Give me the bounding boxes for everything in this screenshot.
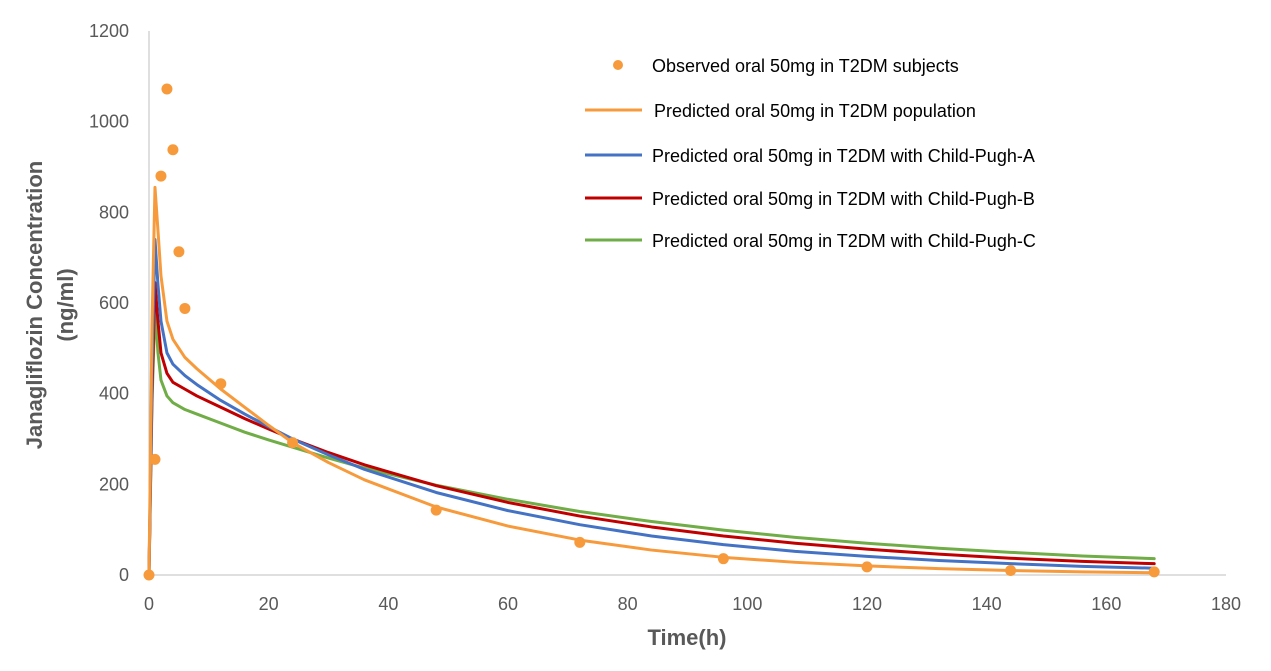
legend: Observed oral 50mg in T2DM subjects Pred… (585, 56, 1036, 251)
y-tick-label: 600 (99, 293, 129, 313)
x-axis-title: Time(h) (647, 625, 726, 650)
observed-point (1005, 564, 1017, 576)
observed-point (430, 504, 442, 516)
x-tick-label: 140 (972, 594, 1002, 614)
observed-point (287, 437, 299, 449)
x-tick-label: 80 (618, 594, 638, 614)
observed-point (179, 302, 191, 314)
y-tick-label: 800 (99, 202, 129, 222)
y-tick-label: 0 (119, 565, 129, 585)
x-tick-label: 180 (1211, 594, 1241, 614)
legend-label-population: Predicted oral 50mg in T2DM population (654, 101, 976, 121)
observed-point (149, 453, 161, 465)
x-tick-label: 40 (378, 594, 398, 614)
legend-label-observed: Observed oral 50mg in T2DM subjects (652, 56, 959, 76)
observed-point (717, 553, 729, 565)
x-tick-label: 160 (1091, 594, 1121, 614)
y-tick-label: 400 (99, 384, 129, 404)
y-axis-title-line1: Janagliflozin Concentration (22, 161, 47, 449)
observed-point (167, 144, 179, 156)
y-tick-label: 200 (99, 474, 129, 494)
y-tick-label: 1000 (89, 112, 129, 132)
observed-point (143, 569, 155, 581)
x-tick-label: 120 (852, 594, 882, 614)
y-axis-title: Janagliflozin Concentration (ng/ml) (22, 161, 78, 449)
x-tick-label: 100 (732, 594, 762, 614)
observed-point (155, 170, 167, 182)
series-line-child-pugh-a (147, 238, 1156, 577)
observed-point (215, 378, 227, 390)
x-tick-label: 60 (498, 594, 518, 614)
legend-label-child-pugh-b: Predicted oral 50mg in T2DM with Child-P… (652, 189, 1035, 209)
series-line-population (147, 185, 1156, 577)
observed-point (574, 536, 586, 548)
series-line-child-pugh-b (147, 281, 1156, 577)
y-tick-labels: 0 200 400 600 800 1000 1200 (89, 21, 129, 585)
observed-point (861, 561, 873, 573)
observed-point (173, 246, 185, 258)
x-tick-labels: 0 20 40 60 80 100 120 140 160 180 (144, 594, 1241, 614)
series-lines (147, 185, 1156, 577)
observed-points (143, 83, 1160, 581)
legend-marker-observed (613, 60, 623, 70)
observed-point (1148, 566, 1160, 578)
x-tick-label: 20 (259, 594, 279, 614)
y-tick-label: 1200 (89, 21, 129, 41)
legend-label-child-pugh-a: Predicted oral 50mg in T2DM with Child-P… (652, 146, 1035, 166)
y-axis-title-line2: (ng/ml) (53, 268, 78, 341)
x-tick-label: 0 (144, 594, 154, 614)
legend-label-child-pugh-c: Predicted oral 50mg in T2DM with Child-P… (652, 231, 1036, 251)
observed-point (161, 83, 173, 95)
